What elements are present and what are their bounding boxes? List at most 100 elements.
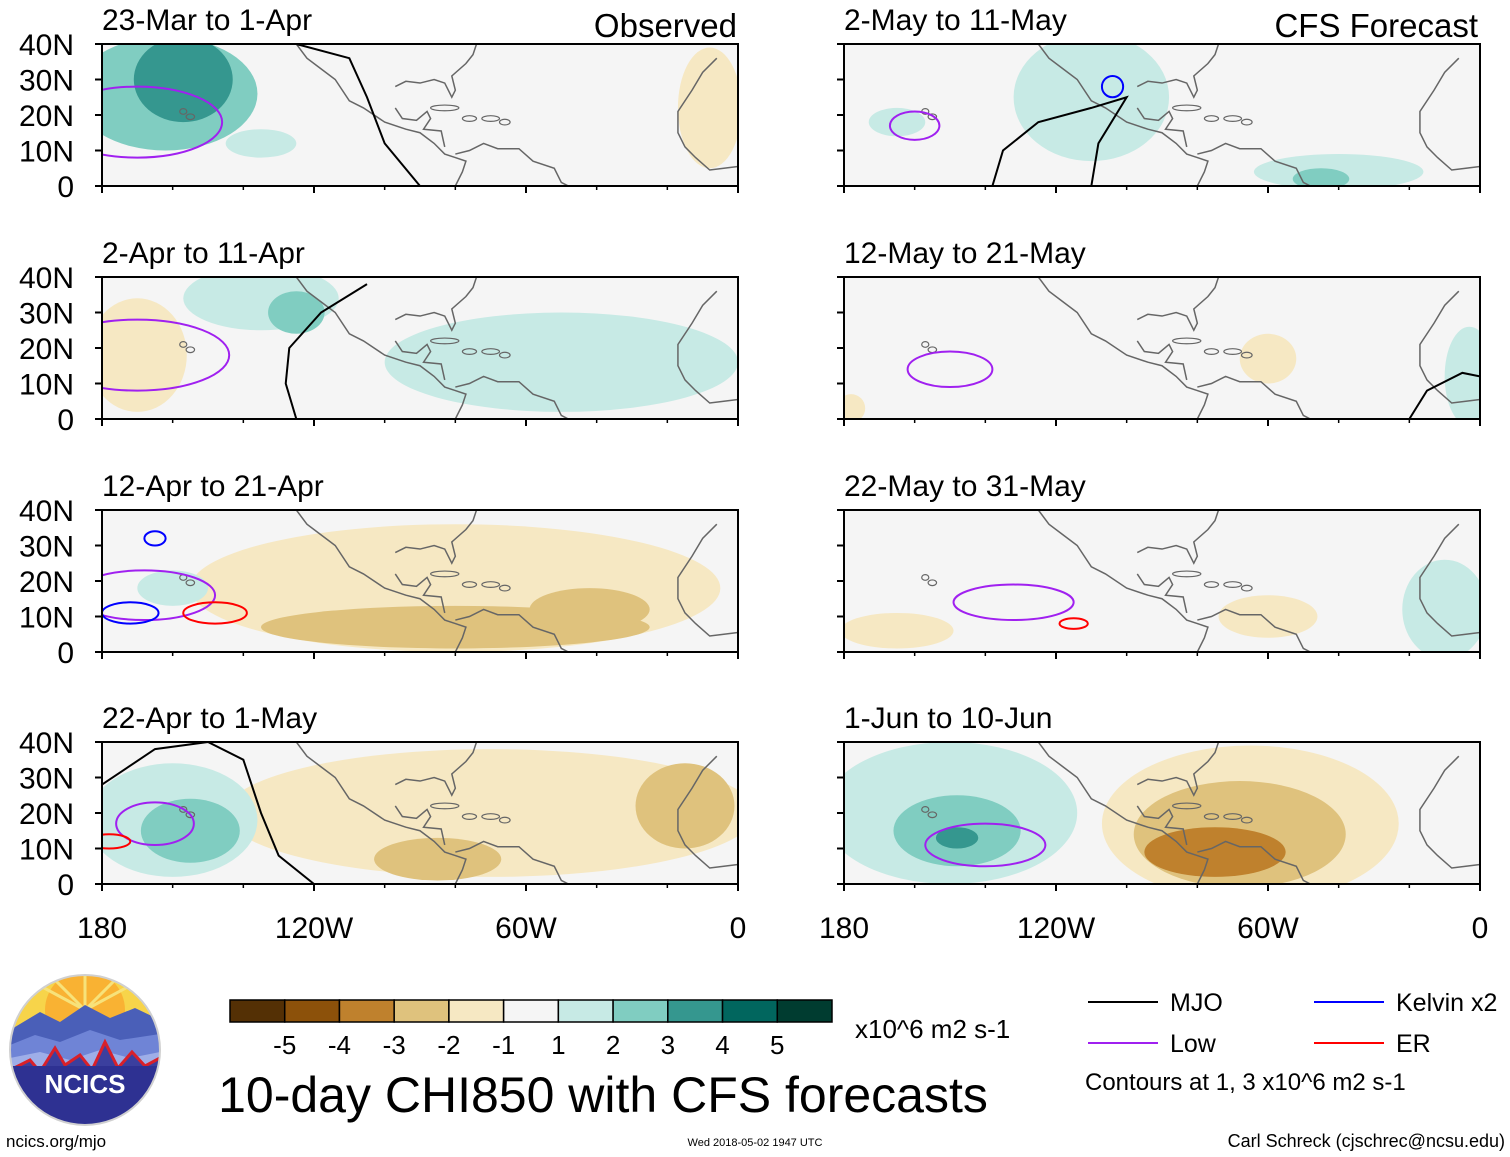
colorbar: -5 -4 -3 -2 -1 1 2 3 4 5 <box>229 999 833 1060</box>
island <box>481 581 501 588</box>
colorbar-tick-label: -5 <box>273 1030 296 1060</box>
island <box>481 115 501 122</box>
island <box>185 579 196 587</box>
coastline <box>1136 573 1188 614</box>
contour-line <box>1058 617 1089 630</box>
map-panel: 12-May to 21-May <box>837 237 1481 426</box>
island <box>461 115 478 122</box>
island <box>921 574 930 581</box>
y-tick-label: 0 <box>57 404 74 437</box>
contour-line <box>102 85 224 159</box>
legend-label: ER <box>1396 1030 1431 1058</box>
y-tick-label: 20N <box>19 100 74 133</box>
anomaly-shading <box>384 312 738 412</box>
contour-line <box>924 822 1047 868</box>
y-tick-label: 40N <box>19 29 74 62</box>
x-tick-label: 60W <box>1237 912 1299 945</box>
anomaly-shading <box>529 588 650 631</box>
coastline <box>1136 107 1188 148</box>
y-tick-label: 40N <box>19 262 74 295</box>
coastline <box>394 742 478 797</box>
y-tick-label: 10N <box>19 136 74 169</box>
island <box>430 802 460 810</box>
panel-title: 2-Apr to 11-Apr <box>102 237 305 270</box>
ncics-logo: NCICS <box>9 974 161 1126</box>
anomaly-shading <box>1292 168 1350 186</box>
x-tick-label: 180 <box>77 912 127 945</box>
colorbar-tick-label: -2 <box>437 1030 460 1060</box>
island <box>1240 584 1253 592</box>
contour-line <box>102 318 231 392</box>
coastline <box>1037 44 1209 186</box>
island <box>461 348 478 355</box>
colorbar-tick-label: 5 <box>770 1030 784 1060</box>
coastline <box>394 44 478 99</box>
y-tick-label: 30N <box>19 298 74 331</box>
legend: MJO Kelvin x2 Low ER <box>1088 989 1497 1058</box>
island <box>1203 813 1220 820</box>
island <box>481 348 501 355</box>
island <box>921 341 930 348</box>
island <box>1171 104 1202 112</box>
anomaly-shading <box>140 798 240 863</box>
colorbar-tick-label: 3 <box>661 1030 675 1060</box>
y-tick-label: 20N <box>19 798 74 831</box>
coastline <box>455 608 569 652</box>
panel-title: 22-Apr to 1-May <box>102 702 317 735</box>
island <box>1223 348 1243 355</box>
y-tick-label: 0 <box>57 637 74 670</box>
coastline <box>455 840 569 884</box>
coastline <box>1419 290 1480 404</box>
contour-line <box>1100 74 1125 99</box>
y-tick-label: 30N <box>19 763 74 796</box>
panel-title: 1-Jun to 10-Jun <box>844 702 1052 735</box>
y-tick-label: 20N <box>19 566 74 599</box>
island <box>927 113 938 121</box>
y-tick-label: 20N <box>19 333 74 366</box>
coastline <box>1037 277 1209 419</box>
y-tick-label: 30N <box>19 531 74 564</box>
island <box>498 584 511 592</box>
ncics-logo-text: NCICS <box>45 1069 126 1099</box>
x-tick-label: 120W <box>275 912 354 945</box>
y-tick-label: 10N <box>19 369 74 402</box>
contour-line <box>952 583 1075 622</box>
legend-label: Kelvin x2 <box>1396 989 1497 1017</box>
colorbar-swatch <box>721 999 779 1023</box>
colorbar-swatch <box>502 999 560 1023</box>
anomaly-shading <box>935 827 979 849</box>
anomaly-shading <box>635 763 735 849</box>
anomaly-shading <box>844 394 866 419</box>
coastline <box>1197 375 1311 419</box>
island <box>921 806 930 813</box>
colorbar-swatch <box>338 999 395 1023</box>
island <box>461 581 478 588</box>
island <box>1171 570 1202 578</box>
footer-url[interactable]: ncics.org/mjo <box>6 1132 106 1151</box>
island <box>1240 118 1253 126</box>
island <box>1223 581 1243 588</box>
anomaly-shading <box>677 47 738 169</box>
anomaly-shading <box>225 129 297 158</box>
main-title: 10-day CHI850 with CFS forecasts <box>218 1067 988 1123</box>
anomaly-shading <box>137 570 208 606</box>
x-tick-label: 0 <box>1472 912 1489 945</box>
contour-line <box>182 601 248 625</box>
coastline <box>394 573 446 614</box>
contour-line <box>115 801 195 846</box>
coastline <box>394 340 446 381</box>
map-panel: 180 120W 60W 0 1-Jun to 10-Jun <box>819 702 1488 945</box>
mjo-contour <box>284 283 368 419</box>
colorbar-swatch <box>612 999 669 1023</box>
coastline <box>1197 142 1311 186</box>
observed-column-label: Observed <box>594 7 737 44</box>
island <box>498 816 511 824</box>
x-tick-label: 0 <box>730 912 747 945</box>
island <box>481 813 501 820</box>
contour-line <box>102 569 217 622</box>
colorbar-swatch <box>667 999 724 1023</box>
